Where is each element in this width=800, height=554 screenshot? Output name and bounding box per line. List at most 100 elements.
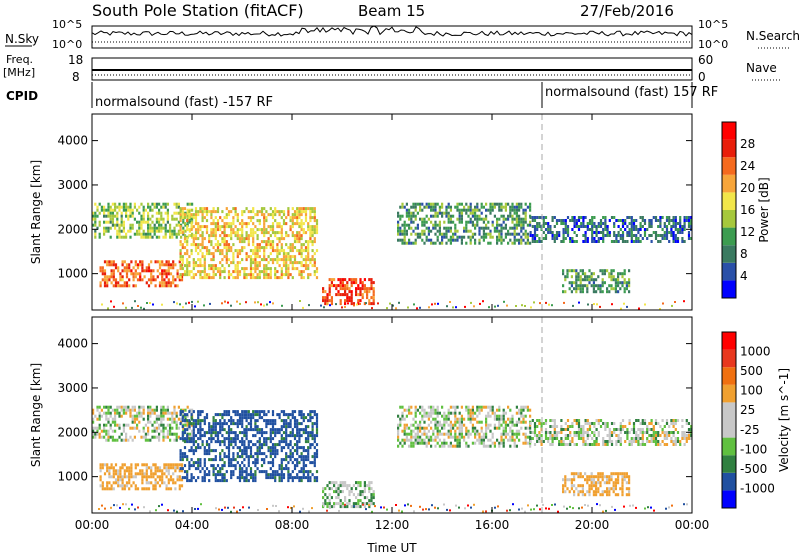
velocity-cell [151, 408, 154, 412]
velocity-cell [212, 422, 215, 426]
power-cell [282, 219, 286, 223]
power-cell [659, 234, 662, 237]
velocity-cell [252, 434, 255, 438]
power-cell [165, 269, 168, 273]
velocity-cell [454, 411, 457, 415]
power-cell [122, 202, 125, 206]
velocity-cell [601, 475, 604, 479]
power-cell [632, 240, 636, 243]
velocity-cell [245, 455, 248, 459]
velocity-cell [463, 435, 466, 439]
velocity-cell [498, 426, 501, 430]
power-scatter-cell [260, 303, 262, 306]
velocity-cell [260, 443, 264, 447]
velocity-cell [142, 426, 145, 430]
velocity-cell [672, 425, 675, 428]
power-cell [276, 270, 279, 274]
power-cell [263, 246, 266, 250]
velocity-cell [191, 429, 194, 433]
velocity-cell [575, 431, 578, 434]
velocity-cell [632, 440, 636, 443]
velocity-cell [595, 475, 598, 479]
power-cell [208, 252, 211, 256]
power-cell [107, 229, 110, 233]
power-cell [569, 240, 572, 243]
power-cell [150, 275, 153, 279]
velocity-cell [558, 440, 561, 443]
power-cell [339, 299, 342, 303]
power-cell [210, 264, 213, 268]
power-cell [496, 223, 499, 227]
power-cell [122, 205, 125, 209]
velocity-cell [210, 434, 213, 438]
power-cell [158, 281, 162, 285]
power-cell [502, 238, 505, 242]
velocity-cell [116, 438, 119, 442]
velocity-cell [190, 458, 193, 462]
power-cell [637, 237, 640, 240]
power-cell [478, 241, 481, 245]
power-cell [267, 237, 270, 241]
power-cell [350, 296, 353, 300]
power-cell [614, 290, 617, 294]
power-cell [322, 296, 325, 300]
velocity-cell [674, 437, 677, 440]
velocity-cell [216, 434, 220, 438]
power-cell [232, 252, 235, 256]
power-cell [509, 226, 512, 230]
velocity-cell [405, 432, 408, 436]
power-cell [553, 240, 556, 243]
velocity-cell [665, 419, 669, 422]
velocity-cell [223, 443, 226, 447]
velocity-cell [178, 484, 181, 488]
velocity-cell [230, 422, 233, 426]
velocity-cell [172, 472, 175, 476]
power-cell [606, 228, 609, 231]
velocity-cell [191, 432, 194, 436]
velocity-cell [256, 452, 259, 456]
power-cell [549, 231, 552, 234]
velocity-cell [454, 414, 457, 418]
velocity-cell [164, 408, 167, 412]
velocity-cell [511, 438, 514, 442]
velocity-cell [416, 429, 419, 433]
velocity-cell [592, 481, 595, 485]
velocity-cell [311, 455, 314, 459]
power-cell [267, 231, 270, 235]
velocity-cell [551, 425, 554, 428]
power-cell [271, 225, 275, 229]
power-cell [558, 219, 561, 222]
velocity-cell [408, 408, 411, 412]
velocity-cell [263, 443, 266, 447]
power-cell [214, 231, 217, 235]
power-cell [447, 229, 450, 233]
velocity-cell [252, 416, 255, 420]
power-cell [225, 240, 228, 244]
velocity-cell [401, 414, 404, 418]
velocity-cell [162, 438, 165, 442]
power-cell [591, 228, 594, 231]
power-cell [603, 281, 606, 285]
velocity-cell [471, 405, 474, 409]
velocity-cell [452, 423, 455, 427]
power-cell [166, 217, 169, 221]
velocity-cell [619, 428, 622, 431]
velocity-cell [254, 443, 257, 447]
velocity-cell [311, 431, 314, 435]
power-cell [438, 232, 441, 236]
power-cell [465, 226, 468, 230]
velocity-cell [328, 487, 331, 491]
velocity-cell [661, 419, 664, 422]
velocity-cell [586, 422, 589, 425]
power-cell [302, 210, 305, 214]
power-cell [188, 234, 191, 238]
power-cell [276, 249, 279, 253]
velocity-cell [443, 414, 446, 418]
power-cell [617, 225, 620, 228]
velocity-cell [333, 484, 336, 488]
power-cell [103, 272, 107, 276]
velocity-cell [606, 434, 609, 437]
velocity-cell [489, 438, 492, 442]
velocity-cell [158, 432, 161, 436]
power-cell [372, 287, 375, 291]
